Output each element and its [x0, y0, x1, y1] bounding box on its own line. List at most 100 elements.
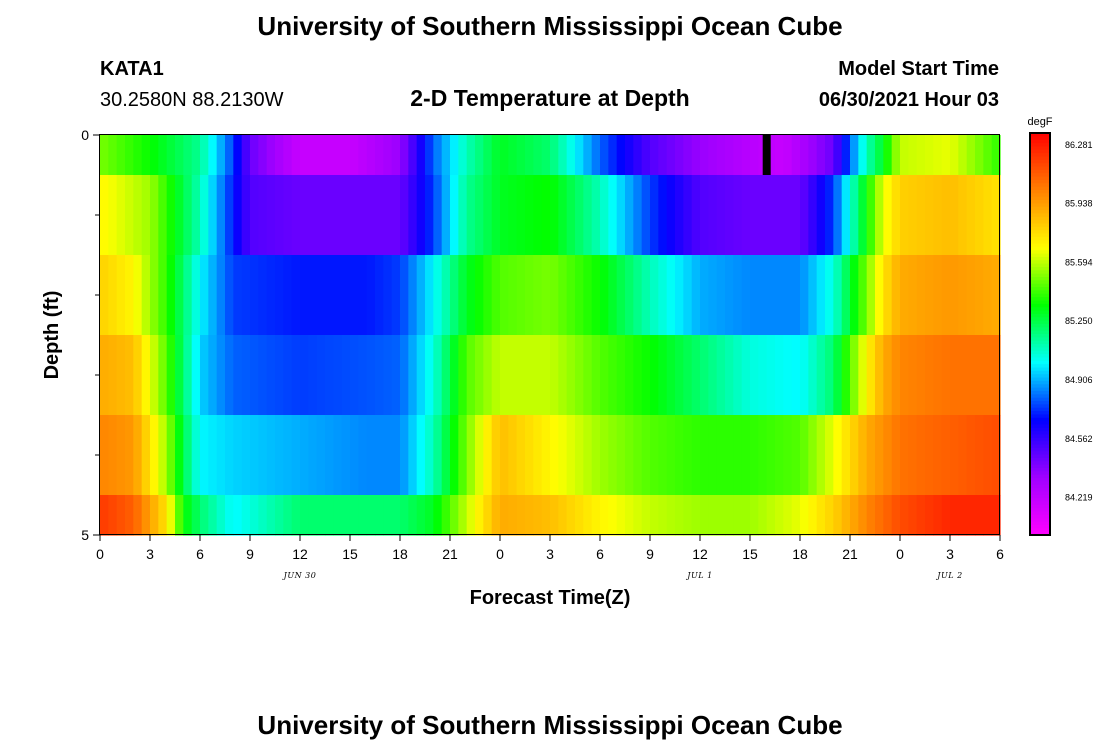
heatmap-cell — [950, 495, 959, 536]
heatmap-cell — [975, 495, 984, 536]
heatmap-cell — [391, 175, 401, 256]
heatmap-cell — [191, 495, 201, 536]
colorbar-segment — [1030, 357, 1050, 362]
heatmap-cell — [266, 415, 276, 496]
heatmap-cell — [541, 135, 551, 176]
heatmap-cell — [641, 135, 651, 176]
heatmap-cell — [441, 135, 451, 176]
heatmap-cell — [525, 135, 534, 176]
colorbar-segment — [1030, 404, 1050, 409]
heatmap-cell — [541, 175, 551, 256]
heatmap-cell — [241, 135, 251, 176]
heatmap-cell — [225, 495, 234, 536]
heatmap-cell — [666, 335, 676, 416]
heatmap-cell — [541, 335, 551, 416]
heatmap-cell — [566, 175, 576, 256]
heatmap-cell — [316, 495, 326, 536]
heatmap-cell — [758, 335, 768, 416]
heatmap-cell — [508, 335, 518, 416]
heatmap-cell — [500, 135, 509, 176]
heatmap-cell — [766, 495, 776, 536]
colorbar-segment — [1030, 213, 1050, 218]
heatmap-cell — [475, 415, 484, 496]
heatmap-cell — [266, 175, 276, 256]
x-tick-label: 12 — [292, 546, 308, 562]
heatmap-cell — [916, 415, 926, 496]
heatmap-cell — [350, 335, 359, 416]
colorbar-segment — [1030, 468, 1050, 472]
heatmap-cell — [750, 335, 759, 416]
heatmap-cell — [775, 335, 784, 416]
heatmap-cell — [841, 175, 851, 256]
heatmap-cell — [200, 135, 209, 176]
heatmap-cell — [733, 255, 743, 336]
heatmap-cell — [641, 335, 651, 416]
heatmap-cell — [600, 255, 609, 336]
x-tick-label: 12 — [692, 546, 708, 562]
heatmap-cell — [541, 495, 551, 536]
heatmap-cell — [533, 135, 543, 176]
colorbar-segment — [1030, 193, 1050, 198]
x-tick-label: 0 — [896, 546, 904, 562]
heatmap-cell — [258, 135, 268, 176]
heatmap-cell — [241, 495, 251, 536]
heatmap-cell — [241, 335, 251, 416]
colorbar-segment — [1030, 474, 1050, 479]
heatmap-cell — [941, 135, 951, 176]
heatmap-cell — [758, 175, 768, 256]
heatmap-cell — [450, 415, 459, 496]
heatmap-cell — [300, 255, 309, 336]
heatmap-cell — [408, 495, 418, 536]
colorbar-segment — [1030, 136, 1050, 141]
heatmap-cell — [866, 175, 876, 256]
colorbar-segment — [1030, 394, 1050, 399]
colorbar-segment — [1030, 464, 1050, 469]
heatmap-cell — [675, 415, 684, 496]
heatmap-cell — [325, 495, 334, 536]
colorbar-segment — [1030, 354, 1050, 359]
colorbar-segment — [1030, 179, 1050, 184]
heatmap-cell — [708, 415, 718, 496]
heatmap-cell — [333, 255, 343, 336]
heatmap-cell — [483, 175, 493, 256]
heatmap-cell — [683, 335, 693, 416]
colorbar-segment — [1030, 387, 1050, 392]
heatmap-cell — [725, 335, 734, 416]
heatmap-cell — [983, 135, 993, 176]
heatmap-cell — [858, 255, 868, 336]
heatmap-cell — [225, 175, 234, 256]
heatmap-cell — [275, 175, 284, 256]
colorbar-segment — [1030, 447, 1050, 452]
heatmap-cell — [841, 415, 851, 496]
heatmap-cell — [391, 415, 401, 496]
heatmap-cell — [458, 495, 468, 536]
heatmap-cell — [791, 255, 801, 336]
heatmap-cell — [283, 335, 293, 416]
heatmap-cell — [425, 135, 434, 176]
heatmap-cell — [941, 495, 951, 536]
heatmap-cell — [750, 415, 759, 496]
heatmap-cell — [908, 495, 918, 536]
heatmap-cell — [233, 175, 243, 256]
heatmap-cell — [633, 495, 643, 536]
heatmap-cell — [175, 335, 184, 416]
heatmap-cell — [216, 135, 226, 176]
heatmap-cell — [416, 335, 426, 416]
heatmap-cell — [116, 135, 126, 176]
heatmap-cell — [708, 175, 718, 256]
heatmap-cell — [200, 415, 209, 496]
heatmap-cell — [683, 415, 693, 496]
heatmap-cell — [350, 495, 359, 536]
heatmap-cell — [358, 255, 368, 336]
heatmap-cell — [150, 135, 159, 176]
heatmap-cell — [483, 335, 493, 416]
heatmap-cell — [166, 255, 176, 336]
heatmap-cell — [433, 495, 443, 536]
colorbar-segment — [1030, 280, 1050, 285]
heatmap-cell — [600, 135, 609, 176]
heatmap-cell — [466, 495, 476, 536]
heatmap-cell — [691, 335, 701, 416]
x-tick-label: 6 — [596, 546, 604, 562]
heatmap-cell — [400, 495, 409, 536]
heatmap-cell — [833, 495, 843, 536]
